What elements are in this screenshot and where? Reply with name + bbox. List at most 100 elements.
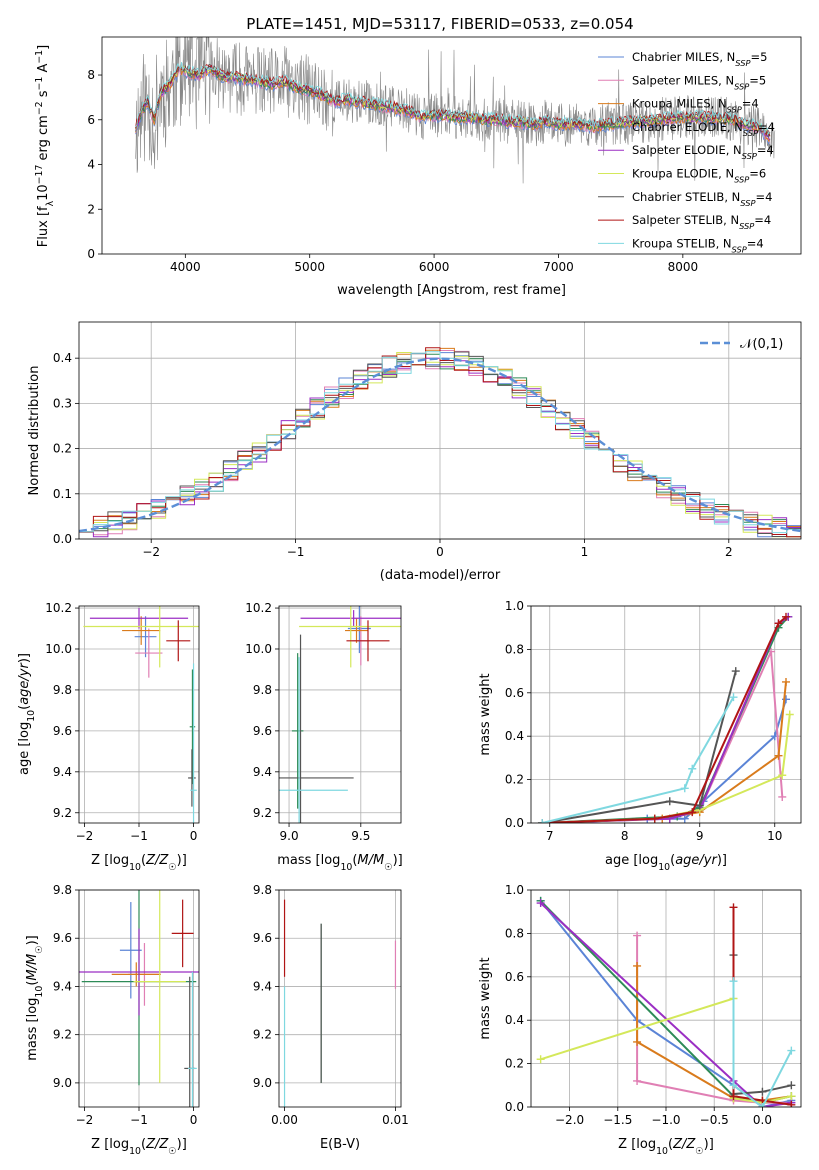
label-part: Z/Z xyxy=(145,853,169,868)
series-marker xyxy=(633,931,642,940)
legend-entry: Chabrier ELODIE, NSSP=4 xyxy=(632,120,775,138)
x-tick-label: −0.5 xyxy=(700,1113,729,1127)
label-part: =4 xyxy=(758,120,775,134)
label-part: Salpeter MILES, N xyxy=(632,73,734,87)
y-tick-label: 10.0 xyxy=(45,642,72,656)
label-part: Salpeter STELIB, N xyxy=(632,213,739,227)
x-axis-label: Z [log10(Z/Z☉)] xyxy=(91,853,187,873)
y-tick-label: 0.2 xyxy=(53,442,72,456)
y-axis-label: mass weight xyxy=(478,673,493,755)
axes-frame xyxy=(278,889,402,1108)
label-part: age [log xyxy=(17,722,32,775)
label-part: ( xyxy=(670,853,675,868)
y-tick-label: 10.0 xyxy=(245,642,272,656)
label-part: =5 xyxy=(750,50,767,64)
series-line-1 xyxy=(542,651,784,823)
series-marker xyxy=(787,1100,796,1107)
series-marker xyxy=(778,771,787,780)
label-part: ( xyxy=(352,853,357,868)
plot-area xyxy=(135,37,776,184)
panel-mass-vs-z: −2 −1 09.09.29.49.69.8Z [log10(Z/Z☉)]mass … xyxy=(25,883,200,1157)
histogram-6 xyxy=(79,351,801,537)
x-axis-label: (data-model)/error xyxy=(380,568,501,583)
series-marker xyxy=(633,961,642,970)
label-part: age/yr xyxy=(675,853,718,868)
label-part: )] xyxy=(717,853,727,868)
label-part: −1 xyxy=(34,77,45,91)
series-marker xyxy=(774,619,783,628)
label-part: 10 xyxy=(340,862,352,873)
series-marker xyxy=(688,764,697,773)
label-part: Z [log xyxy=(91,1137,129,1152)
y-tick-label: 2 xyxy=(87,202,95,216)
series-marker xyxy=(787,1046,796,1055)
label-part: 10 xyxy=(34,986,45,998)
y-tick-label: 0.2 xyxy=(505,773,524,787)
x-tick-label: 4000 xyxy=(170,260,201,274)
label-part: SSP xyxy=(740,198,755,208)
legend-entry: Salpeter ELODIE, NSSP=4 xyxy=(632,143,774,161)
x-tick-label: 7000 xyxy=(543,260,574,274)
y-tick-label: 9.6 xyxy=(253,724,272,738)
series-marker xyxy=(680,784,689,793)
label-part: SSP xyxy=(743,128,758,138)
series-marker xyxy=(665,797,674,806)
x-tick-label: −1 xyxy=(287,545,305,559)
series-marker xyxy=(536,1055,545,1064)
y-axis-label: mass weight xyxy=(478,957,493,1039)
normal-curve xyxy=(79,357,801,533)
label-part: ( xyxy=(17,705,32,710)
plot-area xyxy=(79,347,801,538)
x-tick-label: 7 xyxy=(546,829,554,843)
legend-entry: Kroupa STELIB, NSSP=4 xyxy=(632,236,764,254)
label-part: λ xyxy=(45,200,56,206)
x-tick-label: −2.0 xyxy=(555,1113,584,1127)
series-marker xyxy=(729,903,738,912)
series-marker xyxy=(731,667,740,676)
series-marker xyxy=(729,693,738,702)
y-tick-label: 9.8 xyxy=(253,883,272,897)
label-part: −1 xyxy=(34,50,45,64)
label-part: 10 xyxy=(129,1146,141,1157)
plot-area xyxy=(79,890,199,1107)
label-part: 10 xyxy=(26,710,37,722)
series-marker xyxy=(758,1087,767,1096)
label-part: A xyxy=(36,64,51,77)
label-part: M/M xyxy=(25,954,40,981)
plot-area xyxy=(538,612,794,823)
y-tick-label: 6 xyxy=(87,113,95,127)
series-line-7 xyxy=(542,616,787,823)
label-part: ( xyxy=(141,1137,146,1152)
label-part: age/yr xyxy=(17,661,32,704)
y-tick-label: 10.2 xyxy=(45,601,72,615)
series-marker xyxy=(787,1092,796,1101)
series-marker xyxy=(782,612,790,621)
axes-frame xyxy=(78,321,802,540)
y-axis-label: Normed distribution xyxy=(27,366,42,496)
x-axis-label: E(B-V) xyxy=(320,1137,360,1152)
label-part: Kroupa ELODIE, N xyxy=(632,167,734,181)
grid xyxy=(279,889,401,1107)
panel-mass-vs-ebv: 0.00 0.01 9.0 9.2 9.4 9.6 9.8 E(B-V) xyxy=(253,883,409,1152)
x-tick-label: 9.0 xyxy=(280,829,299,843)
y-tick-label: 9.8 xyxy=(53,883,72,897)
label-part: =4 xyxy=(754,213,771,227)
series-line-0 xyxy=(542,699,787,823)
model-spectrum-8 xyxy=(135,62,771,135)
label-part: −2 xyxy=(34,101,45,115)
series-marker xyxy=(650,814,659,823)
label-part: =4 xyxy=(755,190,772,204)
label-part: −17 xyxy=(34,165,45,185)
series-marker xyxy=(680,814,689,823)
y-tick-label: 9.0 xyxy=(53,1076,72,1090)
label-part: SSP xyxy=(732,244,747,254)
label-part: 10 xyxy=(656,1146,668,1157)
axes-frame xyxy=(530,889,802,1108)
label-part: ☉ xyxy=(34,945,45,953)
y-tick-label: 9.6 xyxy=(253,931,272,945)
x-tick-label: −1 xyxy=(130,1113,148,1127)
y-tick-label: 0.1 xyxy=(53,487,72,501)
label-part: ☉ xyxy=(168,862,176,873)
x-tick-label: 8000 xyxy=(668,260,699,274)
